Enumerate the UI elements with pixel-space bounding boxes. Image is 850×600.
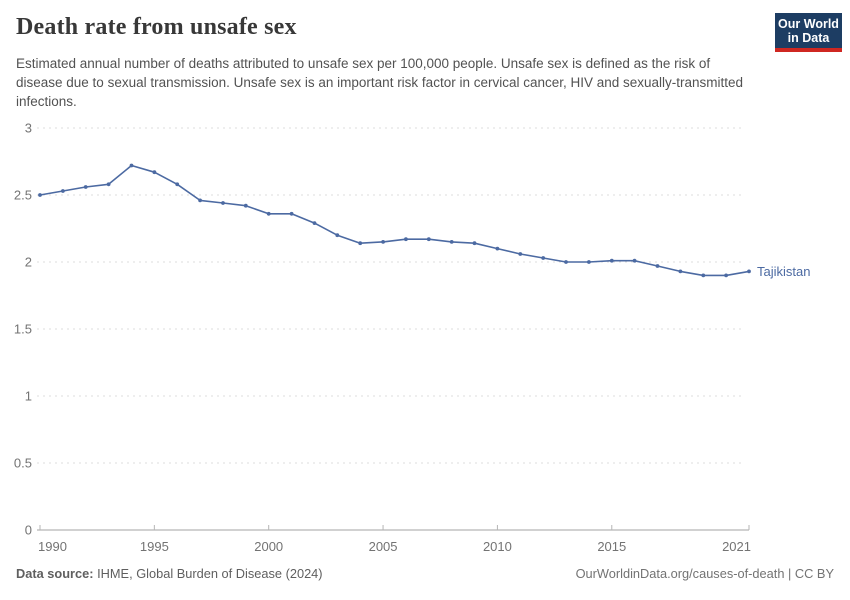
data-point-tajikistan-2000 — [266, 211, 271, 216]
data-point-tajikistan-2020 — [724, 273, 728, 278]
data-point-tajikistan-2006 — [404, 237, 408, 242]
data-point-tajikistan-2007 — [426, 237, 431, 242]
data-point-tajikistan-2014 — [587, 260, 591, 264]
data-point-tajikistan-1990 — [38, 193, 42, 197]
data-point-tajikistan-2011 — [518, 252, 523, 256]
chart-footer: Data source: IHME, Global Burden of Dise… — [16, 566, 834, 582]
y-tick-label-1: 1 — [25, 389, 32, 404]
page-title: Death rate from unsafe sex — [16, 14, 297, 40]
data-source-label: Data source: — [16, 566, 94, 581]
owid-logo[interactable]: Our World in Data — [775, 13, 842, 52]
credit-link[interactable]: OurWorldinData.org/causes-of-death | CC … — [575, 566, 834, 581]
data-point-tajikistan-2017 — [655, 264, 660, 268]
data-point-tajikistan-1991 — [61, 189, 65, 193]
data-point-tajikistan-1996 — [175, 182, 180, 187]
y-tick-label-2: 2 — [25, 255, 32, 270]
data-point-tajikistan-1998 — [221, 201, 225, 205]
owid-logo-box: Our World in Data — [775, 13, 842, 48]
data-point-tajikistan-2010 — [495, 246, 500, 251]
data-point-tajikistan-1999 — [243, 203, 248, 208]
owid-logo-red-bar — [775, 48, 842, 52]
data-source-text: IHME, Global Burden of Disease (2024) — [93, 566, 323, 581]
data-point-tajikistan-2008 — [449, 240, 454, 244]
data-point-tajikistan-2021 — [747, 269, 751, 274]
data-point-tajikistan-1992 — [83, 185, 88, 189]
y-tick-label-1.5: 1.5 — [14, 322, 32, 337]
y-tick-label-0.5: 0.5 — [14, 456, 32, 471]
data-point-tajikistan-2013 — [564, 260, 568, 264]
data-point-tajikistan-2015 — [609, 258, 614, 263]
series-end-label-tajikistan: Tajikistan — [757, 264, 810, 279]
x-tick-label-2010: 2010 — [483, 539, 512, 554]
data-point-tajikistan-1995 — [152, 170, 157, 175]
line-chart: 0 0.5 1 1.5 2 2.5 3 1990 1995 2000 2005 2010 2015 202… — [14, 121, 811, 555]
data-point-tajikistan-2016 — [632, 258, 637, 263]
x-tick-label-1995: 1995 — [140, 539, 169, 554]
data-point-tajikistan-1997 — [198, 198, 203, 203]
data-point-tajikistan-2003 — [335, 233, 340, 238]
data-source: Data source: IHME, Global Burden of Dise… — [16, 566, 323, 582]
data-point-tajikistan-2001 — [289, 211, 294, 216]
data-point-tajikistan-2018 — [678, 269, 683, 274]
data-point-tajikistan-1993 — [106, 182, 111, 187]
y-tick-label-3: 3 — [25, 121, 32, 136]
data-point-tajikistan-2002 — [312, 221, 317, 225]
data-point-tajikistan-2019 — [701, 273, 706, 278]
data-point-tajikistan-2012 — [541, 256, 546, 260]
data-point-tajikistan-2004 — [358, 241, 363, 246]
y-tick-label-0: 0 — [25, 523, 32, 538]
x-tick-label-2015: 2015 — [597, 539, 626, 554]
y-tick-label-2.5: 2.5 — [14, 188, 32, 203]
x-tick-label-2005: 2005 — [369, 539, 398, 554]
data-point-tajikistan-2009 — [472, 241, 477, 246]
chart-subtitle: Estimated annual number of deaths attrib… — [16, 56, 744, 110]
x-tick-label-1990: 1990 — [38, 539, 67, 554]
x-tick-label-2021: 2021 — [722, 539, 751, 554]
owid-logo-line1: Our World — [778, 17, 839, 31]
x-tick-label-2000: 2000 — [254, 539, 283, 554]
data-point-tajikistan-1994 — [129, 163, 134, 168]
owid-logo-line2: in Data — [787, 31, 830, 45]
series-line-tajikistan — [39, 164, 750, 277]
data-point-tajikistan-2005 — [381, 240, 385, 244]
